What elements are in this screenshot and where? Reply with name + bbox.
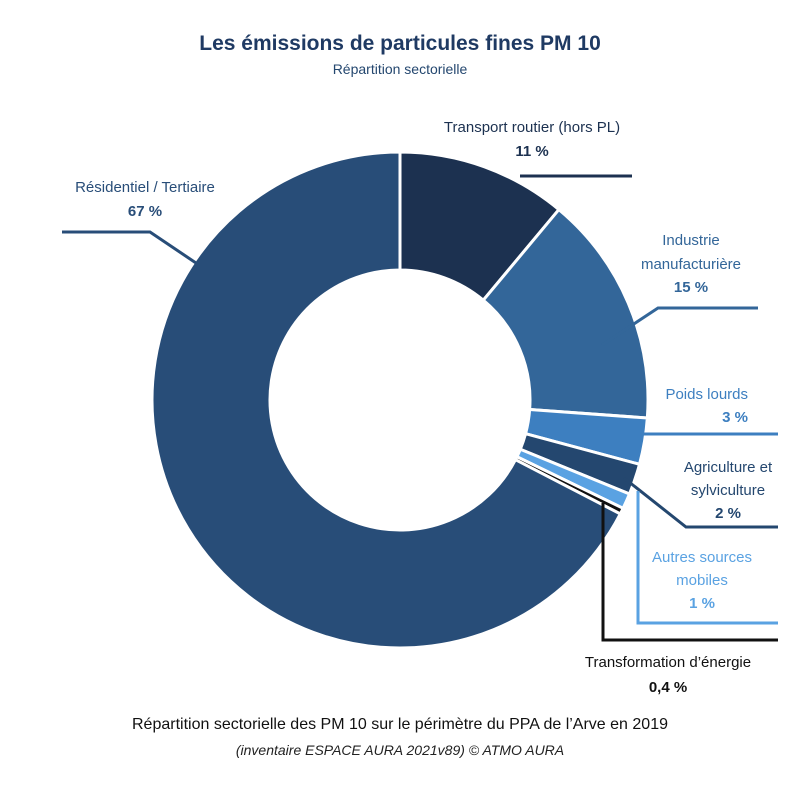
value-autres: 1 % <box>689 595 715 612</box>
chart-footnote: Répartition sectorielle des PM 10 sur le… <box>132 716 668 733</box>
label-agriculture-line1: Agriculture et <box>684 459 773 476</box>
slice-residentiel <box>150 150 623 650</box>
value-poids-lourds: 3 % <box>722 409 748 426</box>
leader-residentiel <box>62 230 197 265</box>
leader-autres-sources <box>636 491 778 625</box>
label-residentiel: Résidentiel / Tertiaire <box>75 179 215 196</box>
chart-title: Les émissions de particules fines PM 10 <box>199 32 601 55</box>
leader-agriculture <box>623 476 778 529</box>
slice-industrie <box>481 207 650 420</box>
chart-subtitle: Répartition sectorielle <box>333 61 468 77</box>
label-transformation: Transformation d’énergie <box>585 654 751 671</box>
leader-transformation <box>601 503 778 642</box>
value-transformation: 0,4 % <box>649 679 687 696</box>
chart-source: (inventaire ESPACE AURA 2021v89) © ATMO … <box>236 742 564 758</box>
leader-lines <box>62 174 778 642</box>
leader-industrie <box>601 306 758 347</box>
label-transport-routier: Transport routier (hors PL) <box>444 119 620 136</box>
label-poids-lourds: Poids lourds <box>665 386 748 403</box>
donut-slices <box>150 150 650 650</box>
label-agriculture-line2: sylviculture <box>691 482 765 499</box>
label-autres-line2: mobiles <box>676 572 728 589</box>
value-industrie: 15 % <box>674 279 708 296</box>
label-autres-line1: Autres sources <box>652 549 752 566</box>
value-transport-routier: 11 % <box>515 143 548 160</box>
value-agriculture: 2 % <box>715 505 741 522</box>
label-industrie-line2: manufacturière <box>641 256 741 273</box>
label-industrie-line1: Industrie <box>662 232 720 249</box>
value-residentiel: 67 % <box>128 203 162 220</box>
